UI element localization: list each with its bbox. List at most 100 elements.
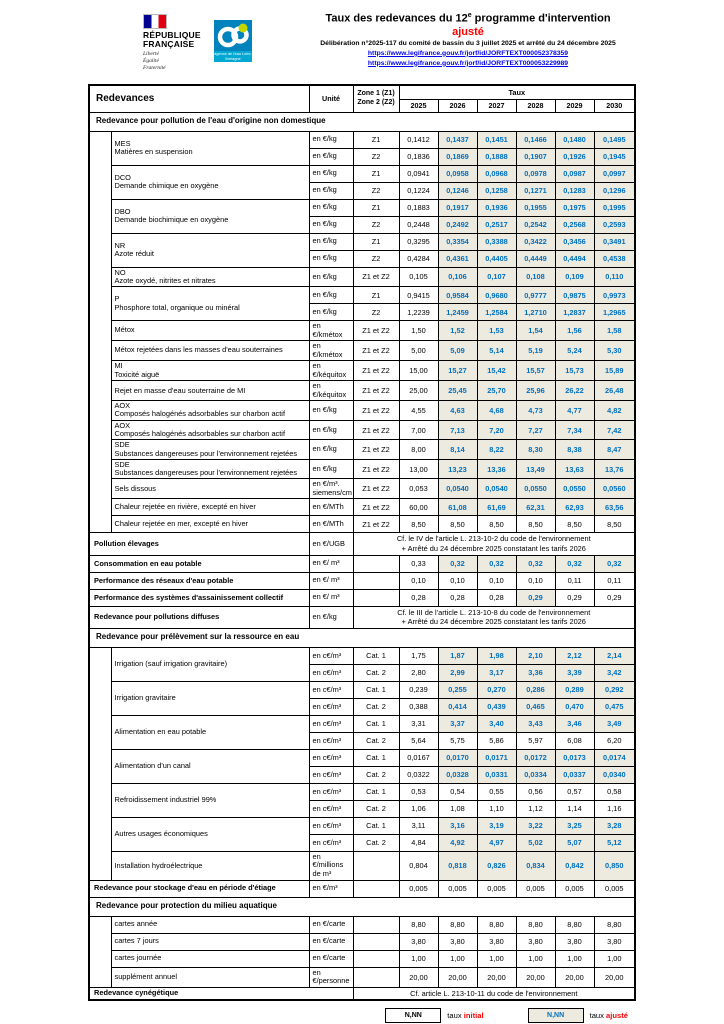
year-header: 2028: [515, 98, 556, 113]
table-body: Redevance pour pollution de l'eau d'orig…: [88, 111, 636, 1001]
redevance-name: cartes année: [114, 919, 158, 929]
zone-cell: Z1: [352, 232, 400, 251]
rate-cell: 4,97: [476, 833, 517, 852]
rate-cell: 1,00: [593, 949, 636, 968]
rate-cell: 0,834: [515, 850, 556, 881]
rate-cell: 0,9777: [515, 286, 556, 305]
unit-cell: en €/ m³: [308, 588, 354, 607]
rate-cell: 5,30: [593, 340, 636, 362]
rate-cell: 0,106: [437, 266, 478, 288]
rate-cell: 0,1451: [476, 130, 517, 149]
rate-cell: 1,98: [476, 646, 517, 665]
indent-spacer: [89, 715, 112, 750]
base-rate-cell: 1,00: [398, 949, 439, 968]
rate-cell: 3,22: [515, 816, 556, 835]
rate-cell: 13,23: [437, 458, 478, 480]
rate-cell: 25,96: [515, 380, 556, 402]
table-row: Métox en €/kmétox Z1 et Z2 1,50 1,52 1,53 1,54…: [89, 320, 636, 342]
zone-cell: Z1 et Z2: [352, 419, 400, 441]
redevance-label: Irrigation gravitaire: [110, 680, 310, 716]
rate-cell: 7,20: [476, 419, 517, 441]
table-row: en €/kg Z2 0,4284 0,4361 0,4405 0,4449 0,4494 0…: [89, 249, 636, 268]
rate-cell: 0,2568: [554, 215, 595, 234]
base-rate-cell: 1,2239: [398, 303, 439, 322]
unit-cell: en €/kg: [308, 419, 354, 441]
zone-cell: Z1 et Z2: [352, 515, 400, 534]
table-row: cartes 7 jours en €/carte 3,80 3,80 3,80 3,80…: [89, 932, 636, 951]
redevance-label: Sels dissous: [110, 478, 310, 500]
legifrance-link-1[interactable]: https://www.legifrance.gouv.fr/jorf/id/J…: [367, 49, 569, 57]
deliberation-text: Délibération n°2025-117 du comité de bas…: [320, 40, 616, 48]
base-rate-cell: 25,00: [398, 380, 439, 402]
redevance-subname: Matières en suspension: [114, 147, 193, 156]
rate-cell: 61,69: [476, 498, 517, 517]
reference-note-line: + Arrêté du 24 décembre 2025 constatant …: [401, 617, 586, 627]
rate-cell: 0,4538: [593, 249, 636, 268]
rate-cell: 3,80: [476, 932, 517, 951]
rate-cell: 5,09: [437, 340, 478, 362]
french-flag-icon: [143, 14, 167, 29]
redevance-label: cartes journée: [110, 949, 310, 968]
unit-cell: en €/kéquitox: [308, 360, 354, 382]
rate-cell: 13,76: [593, 458, 636, 480]
rate-cell: 0,292: [593, 680, 636, 699]
base-rate-cell: 3,11: [398, 816, 439, 835]
rate-cell: 0,9584: [437, 286, 478, 305]
indent-spacer: [89, 498, 112, 516]
unit-cell: en €/kg: [308, 458, 354, 480]
zone-cell: [352, 932, 400, 951]
zone-cell: Cat. 2: [352, 731, 400, 750]
rate-cell: 0,842: [554, 850, 595, 881]
base-rate-cell: 0,33: [398, 554, 439, 573]
unit-cell: en c€/m³: [308, 799, 354, 818]
rate-cell: 0,2542: [515, 215, 556, 234]
zone-cell: Cat. 1: [352, 714, 400, 733]
redevance-label: Redevance pour stockage d'eau en période…: [88, 879, 310, 898]
table-row: Pollution élevages en €/UGB Cf. le IV de l…: [88, 532, 636, 556]
base-rate-cell: 8,00: [398, 439, 439, 460]
zone-cell: [352, 966, 400, 988]
table-row: MES Matières en suspension en €/kg Z1 0,1412…: [89, 130, 636, 166]
indent-spacer: [89, 933, 112, 951]
unit-cell: en c€/m³: [308, 646, 354, 665]
rate-cell: 0,0170: [437, 748, 478, 767]
indent-spacer: [89, 131, 112, 165]
unit-cell: en €/kg: [308, 286, 354, 305]
rate-cell: 4,82: [593, 400, 636, 421]
rate-cell: 8,80: [554, 915, 595, 934]
indent-spacer: [89, 439, 112, 460]
unit-cell: en €/kg: [308, 400, 354, 421]
legend-adjusted: N,NN taux ajusté: [527, 1008, 628, 1024]
rate-cell: 0,1271: [515, 181, 556, 200]
table-row: Irrigation (sauf irrigation gravitaire) e…: [89, 646, 636, 682]
page-header: RÉPUBLIQUE FRANÇAISE Liberté Égalité Fra…: [0, 0, 724, 84]
rate-cell: 0,29: [554, 588, 595, 607]
table-row: supplément annuel en €/personne 20,00 20,00…: [89, 966, 636, 988]
base-rate-cell: 3,80: [398, 932, 439, 951]
rate-cell: 0,1466: [515, 130, 556, 149]
zone-cell: Z1: [352, 286, 400, 305]
redevance-label: SDE Substances dangereuses pour l'environ…: [110, 458, 310, 480]
rate-cell: 0,005: [437, 879, 478, 898]
redevance-name: Métox: [114, 325, 135, 335]
rate-cell: 0,28: [476, 588, 517, 607]
rate-cell: 4,92: [437, 833, 478, 852]
redevance-label: Performance des réseaux d'eau potable: [88, 571, 310, 590]
base-rate-cell: 0,9415: [398, 286, 439, 305]
base-rate-cell: 0,105: [398, 266, 439, 288]
rate-cell: 8,38: [554, 439, 595, 460]
zone-cell: Z1 et Z2: [352, 478, 400, 500]
zone-cell: [352, 879, 400, 898]
rate-cell: 0,1296: [593, 181, 636, 200]
rate-cell: 0,3456: [554, 232, 595, 251]
rate-cell: 0,108: [515, 266, 556, 288]
rate-cell: 8,80: [515, 915, 556, 934]
rate-cell: 0,270: [476, 680, 517, 699]
zone-cell: Z1: [352, 198, 400, 217]
legifrance-link-2[interactable]: https://www.legifrance.gouv.fr/jorf/id/J…: [367, 59, 569, 67]
base-rate-cell: 8,50: [398, 515, 439, 534]
rate-cell: 0,0978: [515, 164, 556, 183]
rate-cell: 8,80: [593, 915, 636, 934]
rate-cell: 1,2459: [437, 303, 478, 322]
table-row: Redevance pour stockage d'eau en période…: [88, 879, 636, 898]
